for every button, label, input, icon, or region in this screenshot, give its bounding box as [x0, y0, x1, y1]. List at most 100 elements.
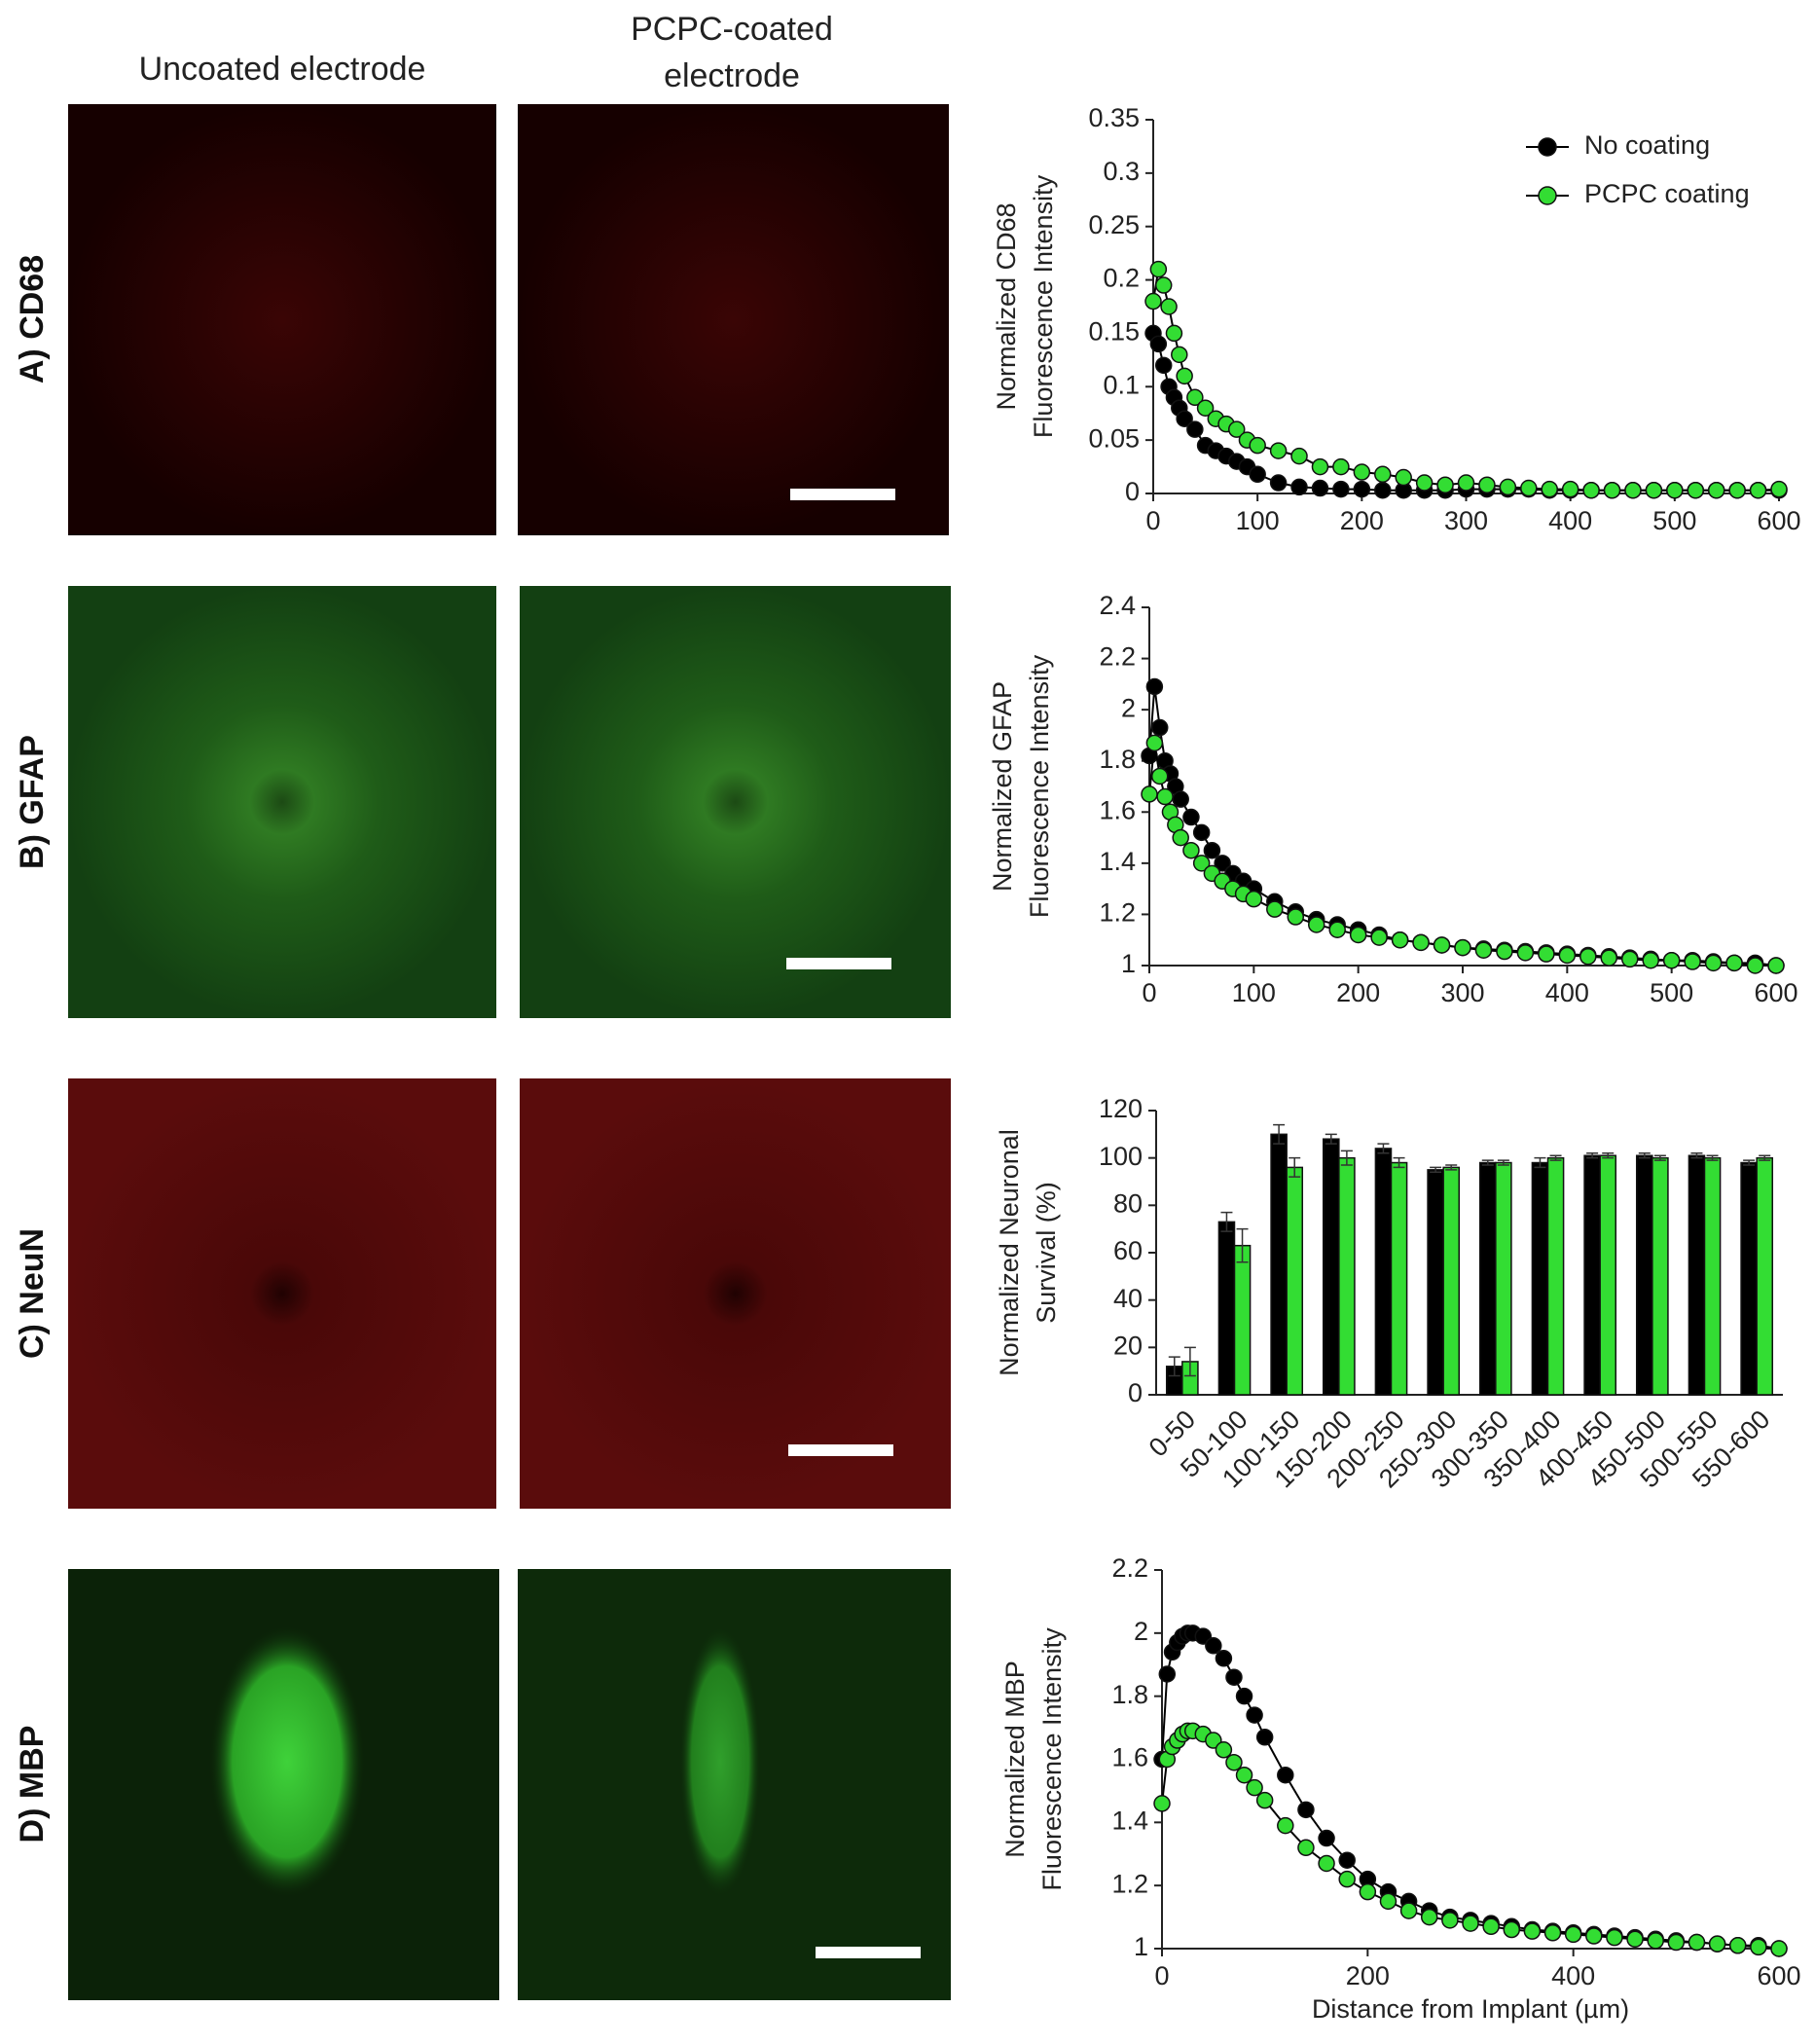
data-point: [1499, 478, 1517, 496]
data-point: [1318, 1829, 1335, 1847]
bar: [1740, 1161, 1758, 1396]
series-line: [1152, 269, 1780, 492]
y-axis-label: Fluorescence Intensity: [1029, 174, 1058, 438]
data-point: [1290, 478, 1308, 496]
column-header: Uncoated electrode: [139, 51, 426, 88]
scale-bar: [790, 489, 895, 500]
y-tick-label: 120: [1099, 1094, 1143, 1123]
data-point: [1246, 1778, 1263, 1797]
data-point: [1311, 479, 1329, 497]
bar: [1703, 1156, 1722, 1396]
data-point: [1503, 1920, 1521, 1939]
bar: [1599, 1154, 1617, 1396]
data-point: [1415, 474, 1434, 492]
micrograph: [520, 1078, 951, 1509]
data-point: [1543, 1924, 1562, 1942]
y-tick-label: 2: [1134, 1617, 1148, 1646]
data-point: [1171, 346, 1188, 364]
y-tick-label: 1.6: [1111, 1743, 1148, 1772]
data-point: [1585, 1927, 1603, 1945]
y-tick-label: 2.4: [1099, 591, 1136, 620]
error-bar: [1273, 1123, 1286, 1145]
scale-bar: [788, 1444, 893, 1456]
data-point: [1349, 926, 1367, 944]
error-bar: [1289, 1156, 1301, 1178]
data-point: [1290, 447, 1308, 465]
data-point: [1249, 436, 1266, 455]
bar: [1217, 1221, 1236, 1396]
data-point: [1746, 957, 1764, 974]
data-point: [1249, 465, 1266, 484]
data-point: [1176, 410, 1193, 427]
data-point: [1154, 276, 1173, 294]
data-point: [1145, 677, 1164, 696]
series-line: [1148, 743, 1776, 967]
column-header: electrode: [664, 57, 800, 94]
data-point: [1624, 481, 1642, 499]
y-axis-label: Normalized GFAP: [988, 681, 1017, 892]
y-axis-label: Survival (%): [1032, 1182, 1061, 1324]
data-point: [1328, 921, 1346, 938]
scale-bar: [816, 1947, 921, 1958]
y-tick-label: 1: [1134, 1932, 1148, 1961]
data-point: [1182, 841, 1200, 859]
x-tick-label: 500: [1652, 506, 1696, 535]
data-point: [1662, 951, 1681, 969]
error-bar: [1586, 1152, 1599, 1159]
y-tick-label: 1.6: [1099, 795, 1136, 824]
bar: [1531, 1161, 1549, 1396]
bar: [1270, 1133, 1288, 1396]
error-bar: [1549, 1154, 1562, 1161]
data-point: [1582, 481, 1600, 499]
error-bar: [1183, 1346, 1196, 1377]
data-point: [1297, 1839, 1315, 1857]
data-point: [1667, 1933, 1686, 1952]
data-point: [1538, 945, 1555, 963]
data-point: [1767, 957, 1785, 974]
micrograph: [68, 586, 496, 1018]
data-point: [1150, 718, 1169, 737]
error-bar: [1430, 1166, 1442, 1174]
data-point: [1192, 855, 1211, 872]
data-point: [1245, 890, 1263, 908]
bar: [1635, 1154, 1653, 1396]
data-point: [1227, 420, 1246, 438]
x-tick-label: 300: [1440, 978, 1484, 1007]
data-point: [1620, 950, 1639, 968]
data-point: [1154, 356, 1173, 375]
data-point: [1182, 808, 1200, 826]
data-point: [1353, 480, 1371, 498]
x-tick-label: 200: [1346, 1961, 1390, 1990]
y-tick-label: 100: [1099, 1142, 1143, 1171]
bar: [1756, 1156, 1774, 1396]
data-point: [1353, 463, 1371, 481]
data-point: [1297, 1801, 1315, 1819]
micrograph: [68, 104, 496, 535]
data-point: [1708, 1935, 1726, 1953]
y-tick-label: 1.8: [1111, 1680, 1148, 1709]
data-point: [1186, 420, 1204, 438]
data-point: [1728, 481, 1746, 499]
data-point: [1338, 1870, 1356, 1888]
data-point: [1391, 931, 1409, 949]
y-tick-label: 0: [1128, 1378, 1143, 1407]
data-point: [1520, 479, 1538, 497]
data-point: [1269, 442, 1288, 459]
x-tick-label: 400: [1551, 1961, 1595, 1990]
x-tick-label: 100: [1232, 978, 1276, 1007]
x-tick-label: 500: [1650, 978, 1693, 1007]
data-point: [1156, 787, 1174, 806]
stain-region: [209, 1625, 365, 1898]
legend-marker: [1538, 137, 1557, 157]
x-tick-label: 0: [1142, 978, 1156, 1007]
data-point: [1255, 1729, 1274, 1746]
data-point: [1225, 1668, 1243, 1686]
error-bar: [1706, 1154, 1719, 1161]
error-bar: [1638, 1152, 1651, 1159]
micrograph: [520, 586, 951, 1018]
legend-label: No coating: [1584, 130, 1710, 160]
data-point: [1420, 1908, 1438, 1926]
data-point: [1186, 388, 1204, 407]
x-tick-label: 600: [1757, 506, 1800, 535]
y-tick-label: 2: [1121, 693, 1136, 722]
